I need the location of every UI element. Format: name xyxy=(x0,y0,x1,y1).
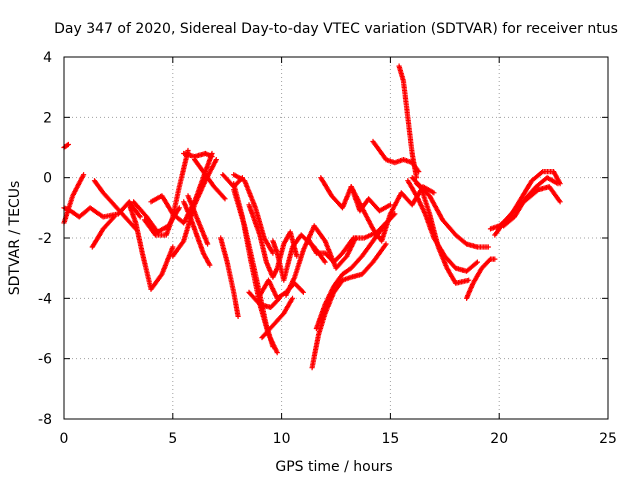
y-tick-label: -8 xyxy=(38,412,52,428)
data-point-markers xyxy=(231,172,276,256)
x-tick-label: 15 xyxy=(381,431,399,447)
series-arc-23 xyxy=(259,295,296,341)
grid xyxy=(64,57,608,419)
series-arc-39 xyxy=(501,175,561,229)
series-arc-6 xyxy=(126,202,176,292)
data-point-markers xyxy=(246,202,300,280)
series-arc-17 xyxy=(231,172,276,256)
x-tick-label: 10 xyxy=(273,431,291,447)
series-arc-21 xyxy=(246,202,300,280)
data-point-markers xyxy=(396,63,420,181)
chart-title: Day 347 of 2020, Sidereal Day-to-day VTE… xyxy=(54,21,618,37)
series-arc-35 xyxy=(413,181,491,250)
y-tick-label: 0 xyxy=(43,171,52,187)
series-arc-38 xyxy=(492,184,563,238)
data-point-markers xyxy=(185,193,211,247)
data-marks xyxy=(61,63,563,371)
y-tick-label: 2 xyxy=(43,110,52,126)
series-arc-25 xyxy=(283,223,359,298)
y-tick-label: -4 xyxy=(38,291,52,307)
series-arc-1 xyxy=(61,141,71,151)
data-point-markers xyxy=(126,202,176,292)
data-point-markers xyxy=(246,289,282,310)
data-point-markers xyxy=(91,178,139,232)
data-point-markers xyxy=(309,241,389,371)
data-point-markers xyxy=(181,150,215,160)
x-tick-label: 0 xyxy=(60,431,69,447)
data-point-markers xyxy=(61,141,71,151)
x-tick-label: 20 xyxy=(490,431,508,447)
series-arc-5 xyxy=(89,214,117,250)
data-point-markers xyxy=(413,181,491,250)
y-axis-label: SDTVAR / TECUs xyxy=(7,181,23,296)
data-point-markers xyxy=(192,157,228,202)
series-arc-32 xyxy=(396,63,420,181)
series-arc-15 xyxy=(218,235,241,319)
series-arc-2 xyxy=(61,172,87,226)
data-point-markers xyxy=(259,295,296,341)
data-point-markers xyxy=(283,223,359,298)
series-arc-10 xyxy=(170,157,219,259)
series-arc-27 xyxy=(309,241,389,371)
y-tick-label: -6 xyxy=(38,352,52,368)
series-arc-13 xyxy=(185,193,211,247)
y-tick-label: 4 xyxy=(43,50,52,66)
data-point-markers xyxy=(492,184,563,238)
axis-ticks: 0 5 10 15 20 25 -8 -6 -4 -2 0 2 4 xyxy=(38,50,617,447)
series-arc-4 xyxy=(91,178,139,232)
x-tick-label: 25 xyxy=(599,431,617,447)
series-arc-36 xyxy=(464,256,498,301)
x-tick-label: 5 xyxy=(168,431,177,447)
series-arc-20 xyxy=(246,289,282,310)
series-arc-12 xyxy=(181,199,213,268)
data-point-markers xyxy=(464,256,498,301)
series-arc-11 xyxy=(181,150,215,160)
data-point-markers xyxy=(501,175,561,229)
x-axis-label: GPS time / hours xyxy=(275,459,392,475)
y-tick-label: -2 xyxy=(38,231,52,247)
series-arc-19 xyxy=(231,181,280,356)
data-point-markers xyxy=(218,235,241,319)
series-arc-14 xyxy=(192,157,228,202)
data-point-markers xyxy=(231,181,280,356)
data-point-markers xyxy=(61,172,87,226)
data-point-markers xyxy=(181,199,213,268)
data-point-markers xyxy=(89,214,117,250)
data-point-markers xyxy=(170,157,219,259)
